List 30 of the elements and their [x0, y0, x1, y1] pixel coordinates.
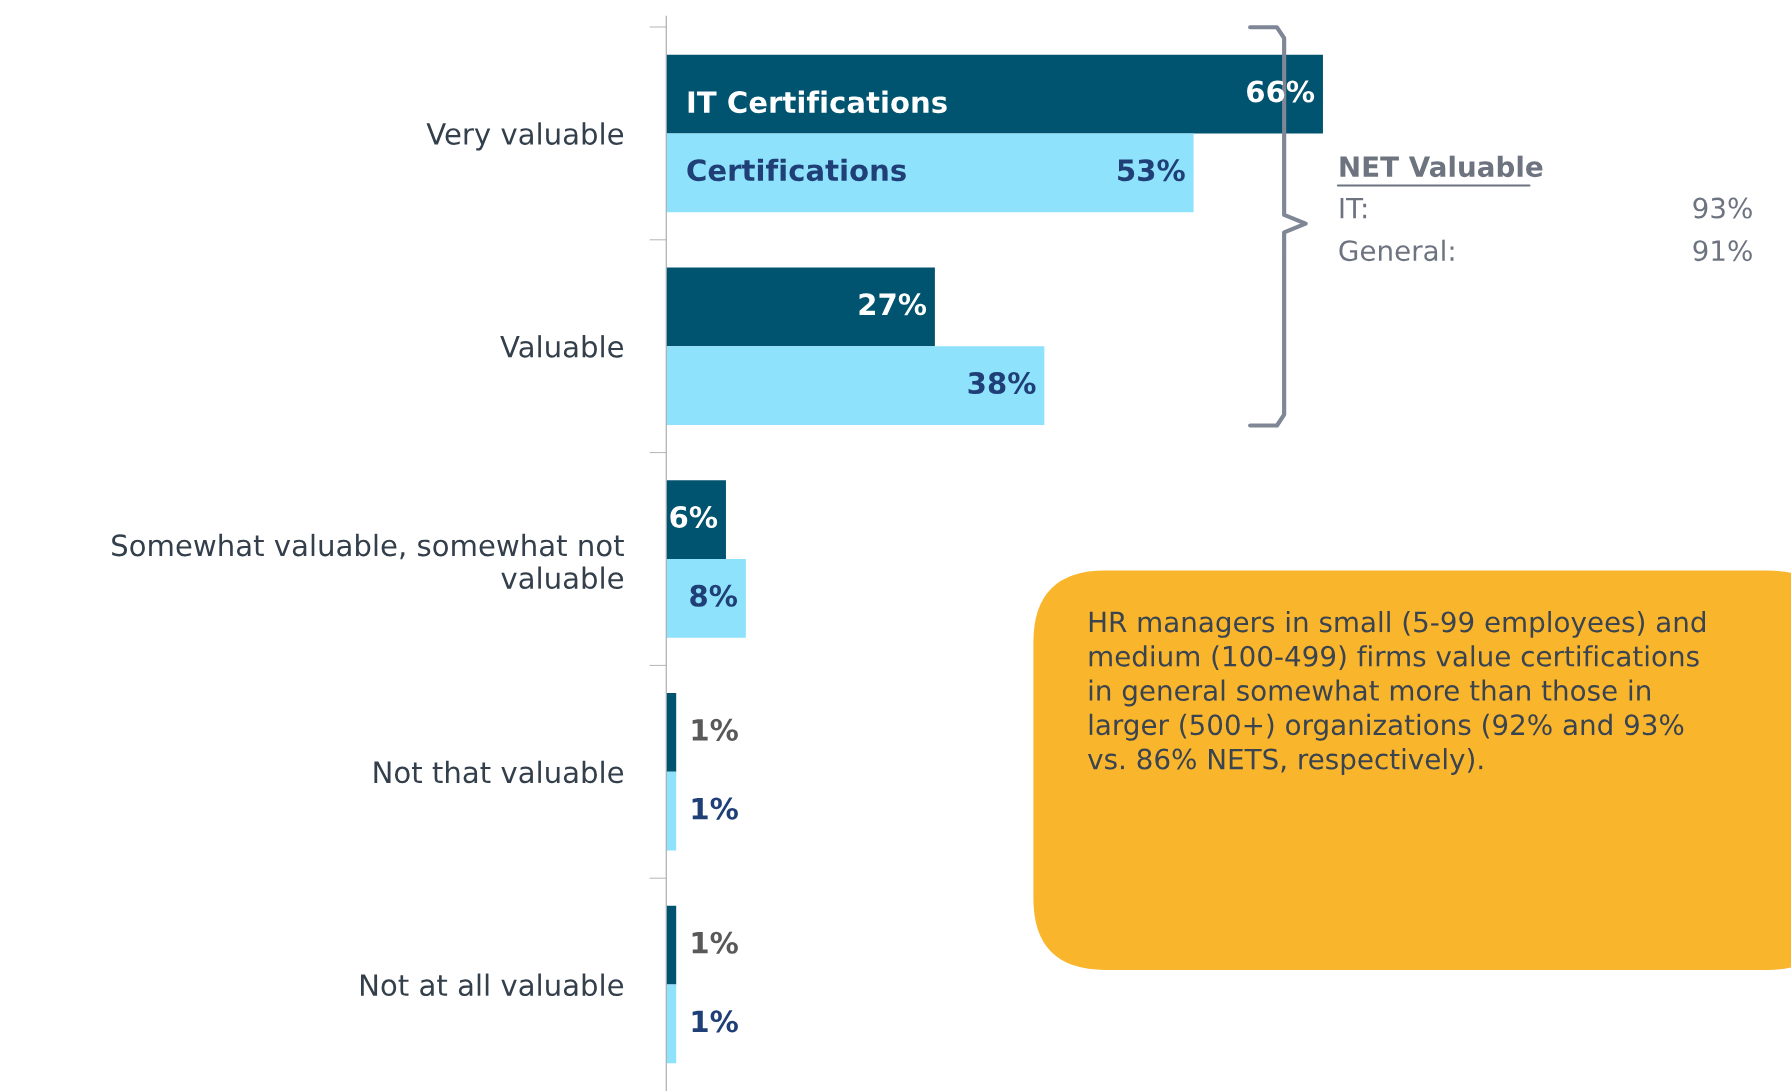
text: IT: 93%: [1340, 197, 1752, 219]
bar: [666, 54, 1323, 134]
data-label: 38%: [968, 371, 1036, 395]
data-label: 1%: [692, 931, 738, 954]
bar: [666, 984, 677, 1064]
bar: [666, 693, 677, 772]
bar: [666, 133, 1194, 213]
data-label: 1%: [692, 797, 738, 820]
y-tick-label: Not that valuable: [374, 760, 624, 784]
y-tick-label: Very valuable: [426, 122, 624, 151]
data-label: 1%: [692, 718, 738, 741]
text: NET Valuable: [1340, 155, 1543, 178]
annotation: HR managers in small (5-99 employees) and medium (100-499) firms value certifications in general somewhat more than those in larger (500+) organizations (92% and 93% vs. 86% NETS, respectively).: [1087, 610, 1705, 775]
bar: [666, 559, 746, 638]
bar: [666, 905, 677, 985]
data-label: 66%: [1247, 80, 1315, 103]
bar: [666, 267, 935, 347]
bar: [666, 346, 1045, 425]
data-label: 8%: [690, 584, 738, 607]
data-label: 1%: [692, 1010, 738, 1033]
text: General: 91%: [1339, 239, 1752, 262]
data-label: 27%: [859, 293, 927, 316]
data-label: 53%: [1118, 159, 1185, 182]
data-label: 6%: [670, 506, 718, 529]
y-tick-label: Somewhat valuable, somewhat not valuable: [112, 533, 624, 590]
y-tick-label: Not at all valuable: [360, 973, 624, 997]
series-label: Certifications: [687, 158, 906, 182]
bar: [666, 771, 677, 851]
series-label: IT Certifications: [688, 90, 947, 114]
y-tick-label: Valuable: [500, 335, 624, 358]
